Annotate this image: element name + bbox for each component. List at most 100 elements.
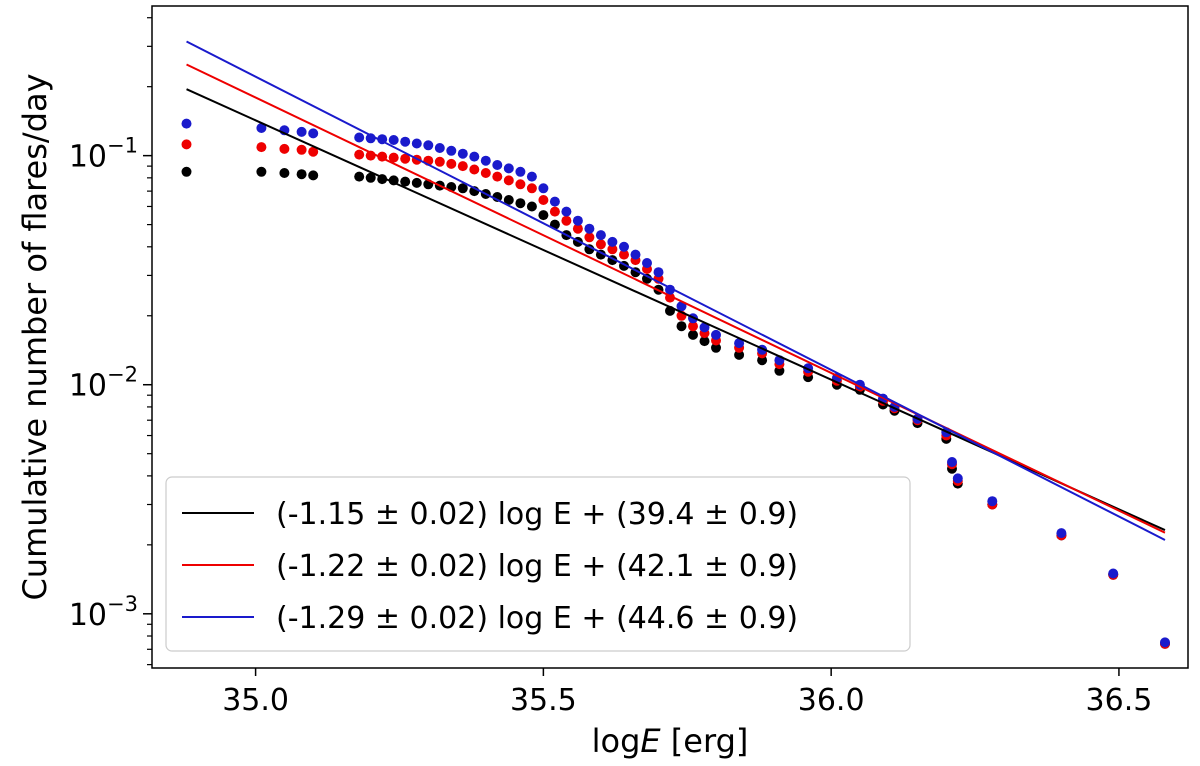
series-3-point-26 [584,223,595,234]
series-2-point-35 [688,321,698,332]
series-2-point-2 [256,142,267,153]
series-3-point-52 [1108,568,1119,579]
y-tick-label-3: 10−1 [69,134,138,175]
series-3-point-20 [515,166,526,177]
series-1-point-21 [526,201,537,212]
series-3-point-18 [492,160,503,170]
series-2-point-20 [515,179,526,190]
series-3-point-34 [676,301,687,312]
y-axis-ticks: 10−3 10−2 10−1 [69,17,152,666]
x-axis-label-unit: [erg] [661,722,749,760]
y-tick-label-1: 10−3 [69,592,138,633]
legend-label-1: (-1.15 ± 0.02) log E + (39.4 ± 0.9) [276,497,798,532]
series-3-point-28 [607,236,618,247]
series-2-point-28 [607,244,618,255]
x-axis-label-prefix: log [592,722,641,760]
series-1-point-4 [296,169,307,180]
series-2-point-1 [181,139,192,150]
series-1-point-3 [279,168,290,178]
series-3-point-16 [469,151,480,162]
series-2-point-15 [457,161,468,172]
fit-line-3 [186,40,1166,541]
series-3-point-10 [400,136,411,147]
series-3-point-30 [630,249,641,260]
series-2-point-27 [595,239,606,250]
series-2-point-16 [469,164,480,175]
series-3-point-37 [711,329,721,340]
series-2-point-9 [388,152,399,163]
series-1-point-5 [308,170,319,181]
series-2-point-10 [400,153,411,164]
x-tick-label-4: 36.5 [1086,683,1153,718]
series-2-point-18 [492,171,503,182]
series-1-point-26 [584,244,595,255]
series-3-point-4 [296,126,307,137]
legend-label-2: (-1.22 ± 0.02) log E + (42.1 ± 0.9) [276,549,798,584]
series-1-point-7 [365,172,376,183]
series-2-point-5 [308,146,319,157]
series-3-point-2 [256,123,267,133]
series-3-point-21 [526,171,537,182]
series-3-point-29 [619,241,629,252]
series-2-point-4 [296,144,307,155]
legend-label-3: (-1.29 ± 0.02) log E + (44.6 ± 0.9) [276,601,798,636]
series-3-point-31 [642,258,652,268]
series-1-point-19 [503,195,514,205]
series-2-point-25 [572,223,583,234]
series-3-point-53 [1160,637,1170,648]
series-3-point-49 [952,473,963,484]
series-1-point-6 [354,171,365,182]
series-1-point-15 [457,183,468,194]
x-axis-label-variable: E [640,722,661,760]
series-1-point-10 [400,176,411,187]
series-2-point-6 [354,149,365,160]
series-1-point-20 [515,198,526,209]
fit-line-1 [186,88,1166,531]
y-tick-label-2: 10−2 [69,363,138,404]
series-3-point-25 [572,215,583,226]
plot-frame [151,5,1189,669]
series-2-point-24 [561,215,572,226]
x-tick-label-3: 36.0 [798,683,865,718]
y-axis-label: Cumulative number of flares/day [16,73,54,600]
series-2-point-22 [538,195,549,205]
series-2-point-21 [526,183,537,194]
series-3-point-36 [699,322,710,333]
series-2-point-13 [434,156,445,167]
series-3-point-11 [411,138,422,149]
series-2-point-26 [584,232,595,243]
series-3-point-48 [947,457,957,467]
x-axis-ticks: 35.0 35.5 36.0 36.5 [222,668,1152,718]
series-3-point-23 [549,196,560,207]
series-1-point-11 [411,177,422,188]
x-tick-label-2: 35.5 [510,683,577,718]
legend: (-1.15 ± 0.02) log E + (39.4 ± 0.9) (-1.2… [165,476,911,652]
series-3-point-1 [181,118,192,129]
series-3-point-51 [1056,528,1067,539]
series-1-point-36 [699,336,710,347]
series-1-point-34 [676,321,687,332]
series-3-point-19 [503,163,514,174]
series-1-point-2 [256,166,267,177]
series-2-point-14 [446,158,457,169]
series-1-point-37 [711,342,721,353]
series-2-point-3 [279,143,290,154]
series-2-point-19 [503,175,514,186]
x-tick-label-1: 35.0 [222,683,289,718]
series-2-point-17 [480,168,491,178]
legend-box [165,476,911,652]
series-3-point-14 [446,145,457,156]
series-3-point-12 [423,140,434,151]
series-3-point-24 [561,206,572,217]
fit-lines [186,40,1166,541]
series-3-point-15 [457,148,468,159]
series-3-point-6 [354,132,365,143]
series-3-point-17 [480,155,491,166]
series-3-point-50 [987,496,998,507]
series-3-point-22 [538,183,549,194]
series-1-point-38 [734,349,745,360]
series-2-point-29 [619,249,629,260]
series-3-point-9 [388,135,399,145]
x-axis-label: logE [erg] [592,722,749,760]
